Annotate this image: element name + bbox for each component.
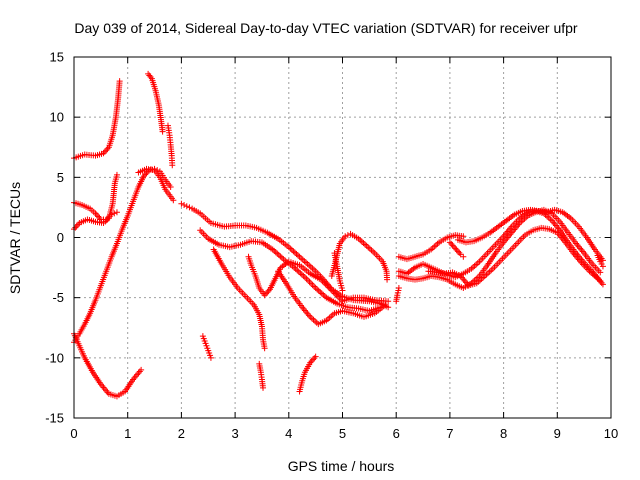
y-tick-label: -10 (45, 350, 64, 365)
x-axis-ticks: 0 1 2 3 4 5 6 7 8 9 10 (70, 57, 618, 441)
data-point-track (245, 253, 392, 305)
data-point-track (454, 206, 606, 264)
x-axis-label: GPS time / hours (288, 458, 395, 474)
x-tick-label: 2 (178, 426, 185, 441)
data-point-track (178, 200, 392, 311)
y-axis-ticks: -15 -10 -5 0 5 10 15 (45, 50, 611, 426)
data-point-track (145, 70, 166, 135)
x-tick-label: 7 (446, 426, 453, 441)
data-point-track (210, 246, 268, 352)
data-point-track (199, 333, 214, 361)
data-point-track (256, 360, 267, 391)
x-tick-label: 8 (500, 426, 507, 441)
data-point-track (331, 250, 346, 294)
y-axis-label: SDTVAR / TECUs (7, 182, 23, 294)
data-point-track (296, 353, 319, 395)
chart-title: Day 039 of 2014, Sidereal Day-to-day VTE… (74, 20, 578, 36)
y-tick-label: 15 (50, 50, 64, 65)
data-point-track (395, 232, 467, 263)
data-point-track (71, 78, 123, 162)
data-point-track (393, 285, 402, 305)
y-tick-label: 5 (57, 170, 64, 185)
data-point-track (135, 165, 177, 204)
data-point-track (425, 224, 606, 289)
x-tick-label: 5 (339, 426, 346, 441)
y-tick-label: -15 (45, 411, 64, 426)
data-point-track (197, 227, 384, 314)
data-point-track (275, 268, 389, 328)
y-tick-label: -5 (52, 290, 64, 305)
x-tick-label: 10 (604, 426, 618, 441)
data-point-track (71, 330, 145, 400)
x-tick-label: 0 (70, 426, 77, 441)
data-point-track (164, 122, 176, 169)
data-point-track (594, 252, 606, 270)
data-point-track (328, 230, 391, 283)
data-points (71, 70, 606, 400)
x-tick-label: 6 (393, 426, 400, 441)
series-group (71, 70, 606, 400)
x-tick-label: 1 (124, 426, 131, 441)
y-tick-label: 10 (50, 110, 64, 125)
x-tick-label: 9 (554, 426, 561, 441)
data-point-track (71, 165, 174, 346)
y-tick-label: 0 (57, 230, 64, 245)
data-point-track (446, 239, 467, 260)
x-tick-label: 3 (231, 426, 238, 441)
x-tick-label: 4 (285, 426, 292, 441)
